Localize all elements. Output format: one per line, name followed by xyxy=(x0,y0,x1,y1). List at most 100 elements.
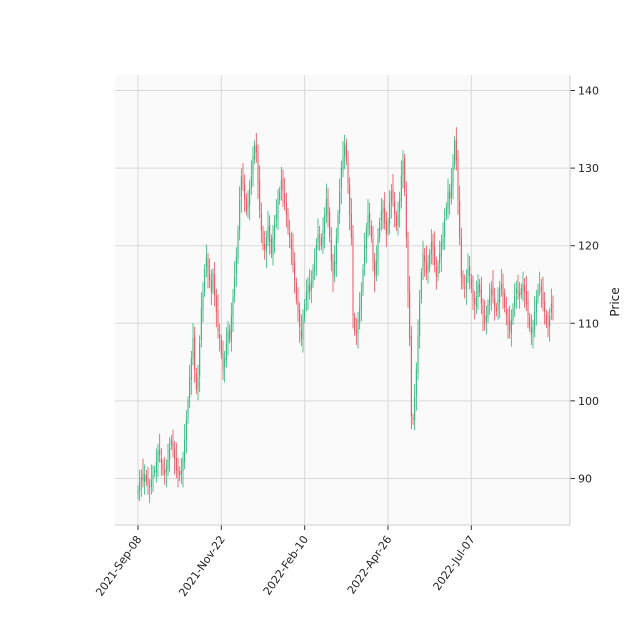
candle xyxy=(454,136,456,170)
candle-body xyxy=(452,164,454,187)
y-tick-label: 90 xyxy=(578,472,592,485)
candle-body xyxy=(404,158,406,192)
candle xyxy=(365,222,367,264)
candle-body xyxy=(287,212,289,231)
candle xyxy=(510,309,512,347)
candle xyxy=(342,140,344,178)
candle-body xyxy=(470,278,472,289)
candle-body xyxy=(182,459,184,472)
candle-body xyxy=(312,268,314,284)
candle-body xyxy=(362,268,364,292)
candle-body xyxy=(425,261,427,273)
candle-body xyxy=(244,184,246,200)
candle xyxy=(230,302,232,352)
candle-body xyxy=(147,479,149,485)
candle-body xyxy=(497,300,499,310)
candle xyxy=(140,469,142,497)
x-axis: 2021-Sep-08 2021-Nov-22 2022-Feb-10 2022-Ap… xyxy=(93,524,570,599)
candle-body xyxy=(524,285,526,293)
candle-body xyxy=(267,226,269,239)
candle xyxy=(459,185,461,246)
candle xyxy=(285,192,287,228)
candle xyxy=(474,290,476,320)
candle xyxy=(410,325,412,430)
candle xyxy=(137,485,139,500)
candle xyxy=(167,443,169,477)
candle-body xyxy=(394,201,396,215)
candle xyxy=(147,466,149,495)
candle xyxy=(192,323,194,366)
candle-body xyxy=(342,156,344,170)
candle xyxy=(395,210,397,231)
candle-body xyxy=(399,199,401,212)
candle xyxy=(447,178,449,219)
candle xyxy=(384,192,386,230)
candle-body xyxy=(264,243,266,250)
candle xyxy=(435,256,437,290)
candle-body xyxy=(427,265,429,271)
candle xyxy=(517,274,519,300)
candle-body xyxy=(185,420,187,441)
candle-body xyxy=(550,303,552,313)
candle-body xyxy=(317,234,319,243)
candle xyxy=(249,180,251,221)
candle xyxy=(477,274,479,310)
candle-body xyxy=(434,246,436,266)
candle-body xyxy=(517,290,519,293)
candle xyxy=(530,314,532,345)
candle xyxy=(244,174,246,212)
candle-body xyxy=(515,288,517,294)
candle xyxy=(515,280,517,309)
candle xyxy=(262,225,264,251)
candle xyxy=(174,440,176,475)
candle-body xyxy=(502,283,504,297)
candle-body xyxy=(352,235,354,316)
candle xyxy=(349,177,351,231)
candle-body xyxy=(487,303,489,319)
candle-body xyxy=(160,457,162,463)
candle-body xyxy=(437,265,439,277)
candle-body xyxy=(140,476,142,482)
candle-body xyxy=(309,284,311,293)
candle xyxy=(209,258,211,288)
candle xyxy=(495,303,497,317)
candle-body xyxy=(234,276,236,296)
candle xyxy=(360,282,362,322)
candle-body xyxy=(335,237,337,264)
candle xyxy=(322,217,324,254)
candle-body xyxy=(174,448,176,460)
candle xyxy=(237,225,239,264)
candle-body xyxy=(334,261,336,275)
candle-body xyxy=(462,274,464,285)
candle-body xyxy=(162,463,164,471)
candle-body xyxy=(249,187,251,205)
y-tick-label: 130 xyxy=(578,162,599,175)
candle xyxy=(169,437,171,472)
candle-body xyxy=(149,486,151,488)
candle-body xyxy=(382,206,384,214)
candle xyxy=(267,210,269,247)
candle-body xyxy=(344,144,346,157)
candle-body xyxy=(379,222,381,238)
candle xyxy=(469,256,471,290)
candle xyxy=(165,459,167,488)
candle xyxy=(364,232,366,277)
candle xyxy=(537,283,539,304)
candle-body xyxy=(420,272,422,300)
candle-body xyxy=(222,353,224,370)
candle xyxy=(437,260,439,282)
candle-body xyxy=(424,255,426,262)
candle xyxy=(545,309,547,328)
candle-body xyxy=(544,302,546,312)
candle-body xyxy=(442,237,444,243)
candle xyxy=(399,191,401,228)
candle-body xyxy=(289,232,291,238)
candle xyxy=(142,458,144,488)
candle-body xyxy=(539,284,541,286)
candle xyxy=(492,270,494,304)
candle xyxy=(354,312,356,336)
candle xyxy=(387,217,389,236)
candle-body xyxy=(392,189,394,200)
candle xyxy=(532,319,534,349)
candle xyxy=(287,208,289,235)
